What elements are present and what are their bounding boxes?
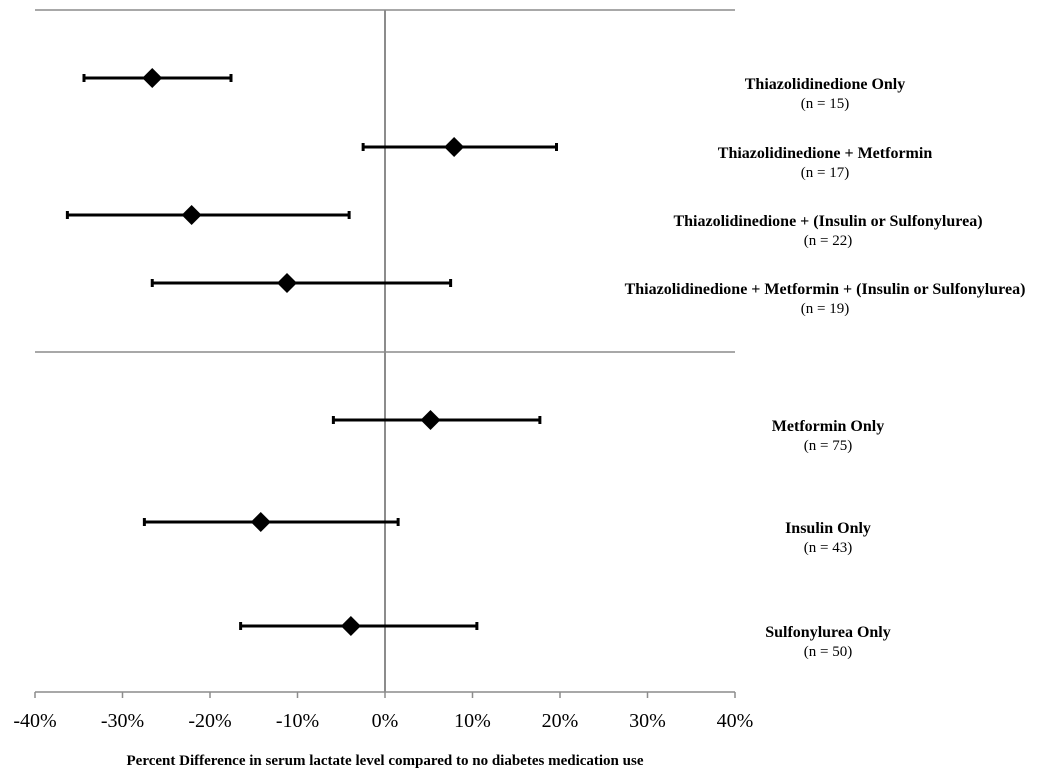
forest-row: Sulfonylurea Only (n = 50): [239, 616, 891, 660]
x-tick-label: -40%: [13, 710, 56, 732]
x-tick-label: 10%: [454, 710, 491, 732]
point-estimate-diamond: [444, 137, 465, 157]
x-tick-label: 30%: [629, 710, 666, 732]
x-axis-label: Percent Difference in serum lactate leve…: [127, 753, 644, 769]
forest-row: Thiazolidinedione + Metformin (n = 17): [361, 137, 933, 181]
row-label: Metformin Only: [772, 418, 884, 435]
point-estimate-diamond: [250, 512, 271, 532]
plot-rows: Thiazolidinedione Only(n = 15)Thiazolidi…: [65, 68, 1026, 660]
row-sample-size: (n = 19): [801, 301, 849, 317]
forest-row: Thiazolidinedione Only (n = 15): [82, 68, 905, 112]
row-sample-size: (n = 22): [804, 233, 852, 249]
forest-row: Metformin Only (n = 75): [331, 410, 884, 454]
forest-row: Thiazolidinedione + Metformin + (Insulin…: [150, 273, 1026, 317]
point-estimate-diamond: [420, 410, 441, 430]
row-label: Thiazolidinedione + Metformin: [718, 145, 933, 162]
x-tick-label: 20%: [542, 710, 579, 732]
point-estimate-diamond: [142, 68, 163, 88]
row-sample-size: (n = 15): [801, 96, 849, 112]
point-estimate-diamond: [277, 273, 297, 293]
row-label: Insulin Only: [785, 520, 871, 537]
x-tick-label: -10%: [276, 710, 319, 732]
forest-row: Thiazolidinedione + (Insulin or Sulfonyl…: [65, 205, 983, 249]
row-label: Thiazolidinedione Only: [745, 76, 905, 93]
row-sample-size: (n = 50): [804, 644, 852, 660]
row-sample-size: (n = 75): [804, 438, 852, 454]
forest-row: Insulin Only (n = 43): [142, 512, 871, 556]
row-label: Thiazolidinedione + Metformin + (Insulin…: [625, 281, 1026, 298]
x-tick-label: -30%: [101, 710, 144, 732]
plot-frame: [35, 9, 735, 692]
x-tick-label: 0%: [372, 710, 399, 732]
row-label: Thiazolidinedione + (Insulin or Sulfonyl…: [673, 213, 982, 230]
row-sample-size: (n = 17): [801, 165, 849, 181]
x-tick-label: -20%: [188, 710, 231, 732]
row-sample-size: (n = 43): [804, 540, 852, 556]
x-tick-label: 40%: [717, 710, 754, 732]
point-estimate-diamond: [181, 205, 202, 225]
row-label: Sulfonylurea Only: [765, 624, 891, 641]
x-axis: -40% -30% -20% -10% 0% 10% 20% 30% 40%: [13, 691, 754, 732]
point-estimate-diamond: [340, 616, 361, 636]
